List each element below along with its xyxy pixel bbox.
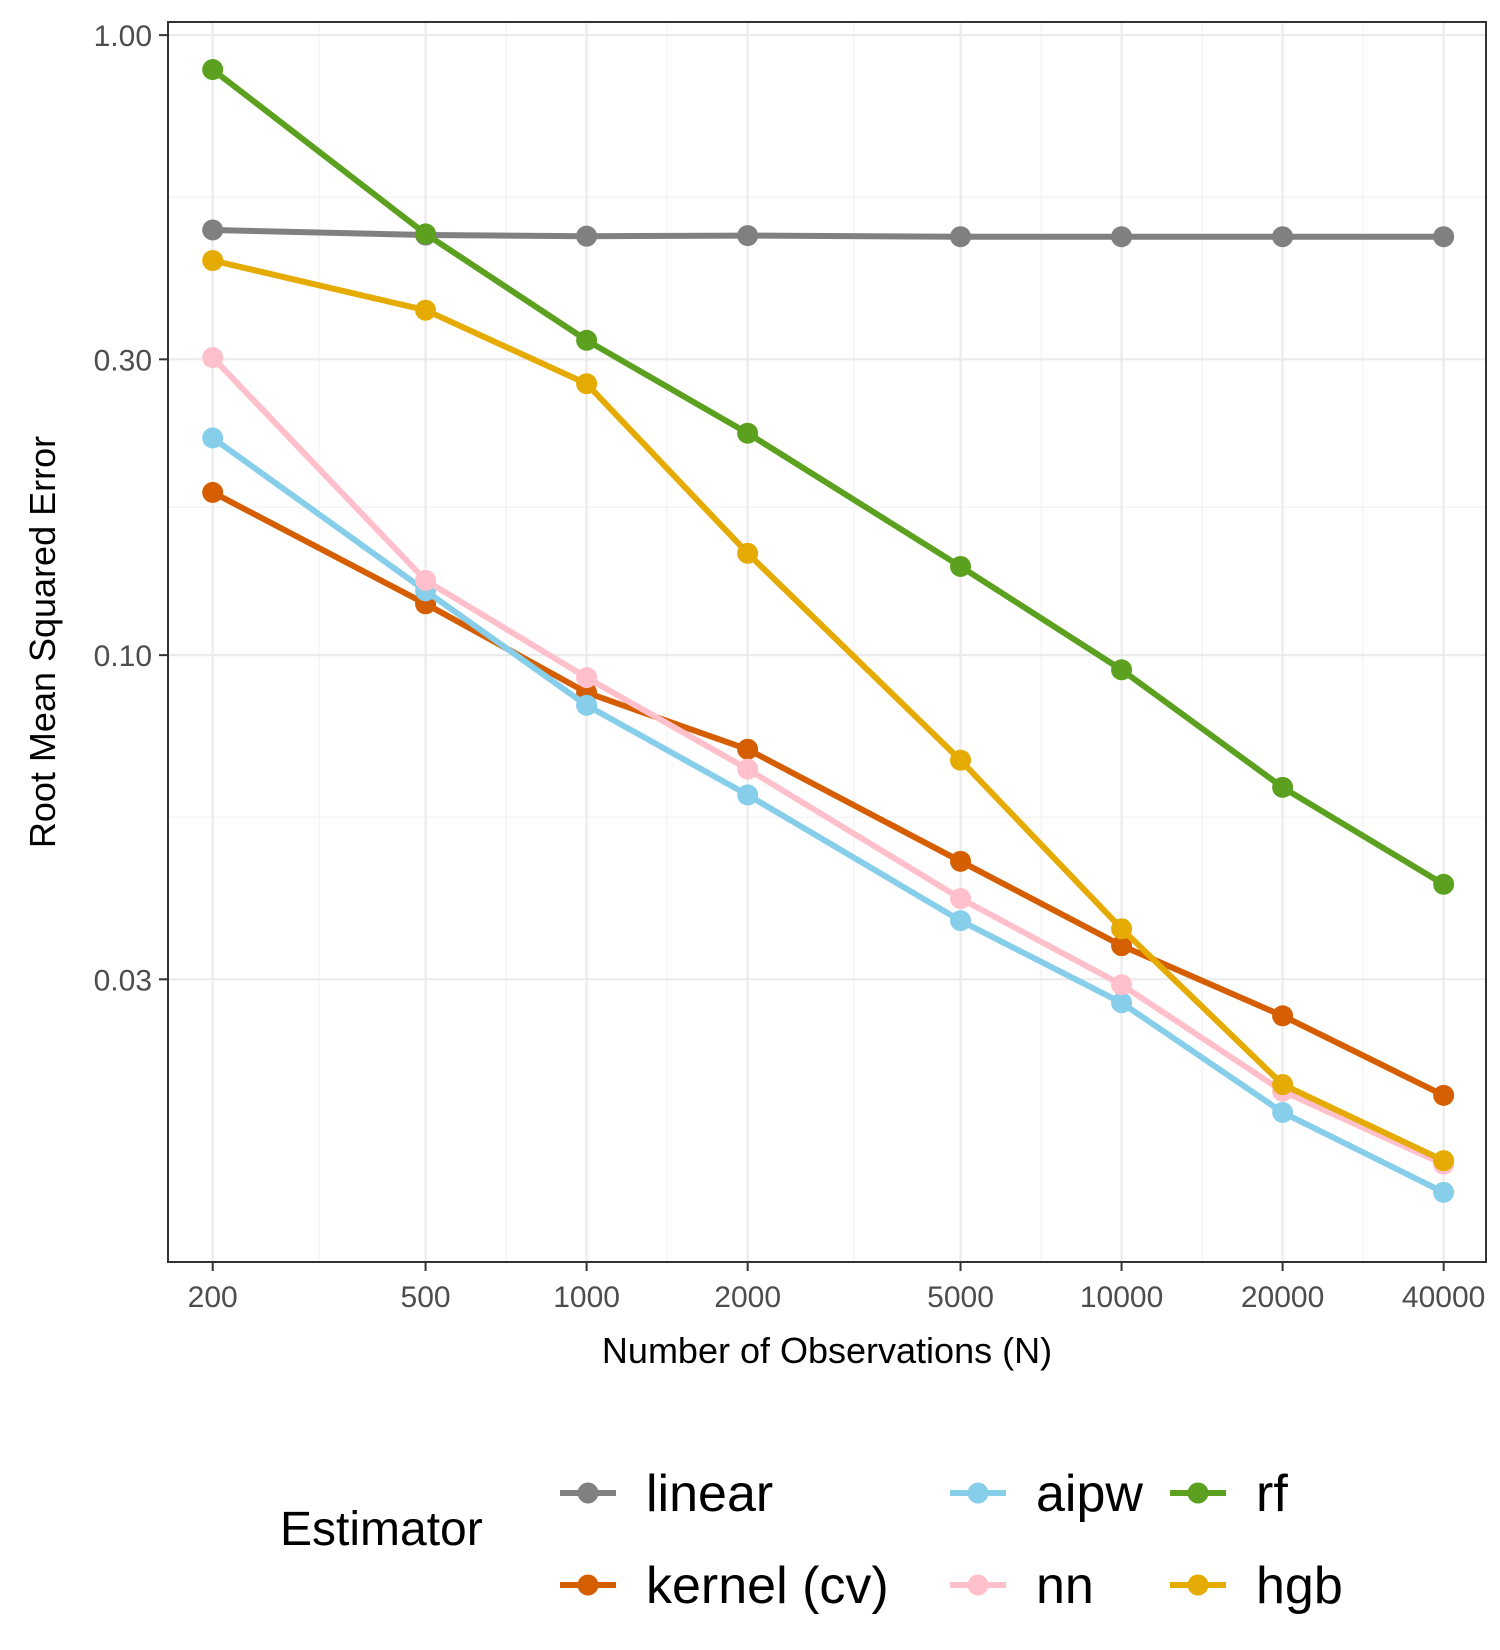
y-tick-label: 0.03	[94, 964, 152, 997]
data-point-rf	[950, 555, 972, 577]
data-point-rf	[737, 422, 759, 444]
legend-items: linear kernel (cv) aipw nn rf hgb	[560, 1465, 1343, 1615]
y-tick-label: 0.30	[94, 344, 152, 377]
plot-panel-border	[167, 21, 1487, 1263]
x-tick-label: 2000	[714, 1281, 781, 1314]
data-point-kernel-cv	[1272, 1005, 1294, 1027]
legend-label: hgb	[1256, 1557, 1343, 1615]
data-point-nn	[950, 888, 972, 910]
data-point-aipw	[576, 694, 598, 716]
data-point-aipw	[1433, 1181, 1455, 1203]
data-point-rf	[1111, 659, 1133, 681]
series-line-hgb	[209, 257, 1447, 1164]
data-point-rf	[415, 223, 437, 245]
data-point-rf	[1433, 873, 1455, 895]
legend-item-rf: rf	[1170, 1465, 1288, 1523]
legend-key-point	[577, 1574, 599, 1596]
data-point-hgb	[415, 299, 437, 321]
x-tick-label: 200	[188, 1281, 238, 1314]
legend-label: aipw	[1036, 1465, 1143, 1523]
x-tick-label: 20000	[1241, 1281, 1324, 1314]
data-point-linear	[576, 225, 598, 247]
data-point-hgb	[1272, 1073, 1294, 1095]
data-point-nn	[202, 347, 224, 369]
data-point-kernel-cv	[1433, 1084, 1455, 1106]
legend-label: nn	[1036, 1557, 1094, 1615]
data-point-nn	[737, 758, 759, 780]
legend: Estimator linear kernel (cv) aipw nn rf hgb	[280, 1465, 1343, 1615]
data-point-nn	[1111, 974, 1133, 996]
legend-key-point	[577, 1482, 599, 1504]
data-point-aipw	[1272, 1101, 1294, 1123]
data-point-hgb	[576, 373, 598, 395]
y-tick-labels: 0.03 0.10 0.30 1.00	[94, 20, 152, 997]
x-tick-label: 1000	[553, 1281, 620, 1314]
data-point-linear	[1433, 226, 1455, 248]
legend-label: kernel (cv)	[646, 1557, 889, 1615]
series-hgb	[202, 250, 1455, 1172]
data-point-hgb	[737, 542, 759, 564]
legend-item-linear: linear	[560, 1465, 773, 1523]
legend-key-point	[1187, 1574, 1209, 1596]
data-point-rf	[202, 59, 224, 81]
data-point-linear	[1111, 226, 1133, 248]
legend-key-point	[967, 1574, 989, 1596]
x-tick-label: 5000	[927, 1281, 994, 1314]
data-point-kernel-cv	[202, 481, 224, 503]
y-axis-title: Root Mean Squared Error	[22, 436, 63, 848]
data-point-rf	[1272, 776, 1294, 798]
data-point-hgb	[1433, 1150, 1455, 1172]
series-aipw	[202, 427, 1455, 1203]
data-point-aipw	[737, 784, 759, 806]
plot-panel-background	[168, 22, 1486, 1262]
data-point-hgb	[1111, 918, 1133, 940]
y-tick-label: 1.00	[94, 20, 152, 53]
series-line-aipw	[209, 435, 1447, 1196]
data-point-linear	[950, 226, 972, 248]
x-tick-labels: 200 500 1000 2000 5000 10000 20000 40000	[188, 1281, 1486, 1314]
data-point-linear	[202, 219, 224, 241]
legend-item-hgb: hgb	[1170, 1557, 1343, 1615]
y-tick-label: 0.10	[94, 640, 152, 673]
data-point-aipw	[950, 910, 972, 932]
series-line-rf	[209, 66, 1447, 888]
x-axis-title: Number of Observations (N)	[602, 1330, 1052, 1371]
data-point-hgb	[950, 749, 972, 771]
data-point-kernel-cv	[1111, 935, 1133, 957]
legend-label: rf	[1256, 1465, 1288, 1523]
data-point-nn	[415, 569, 437, 591]
data-point-aipw	[1111, 992, 1133, 1014]
legend-item-nn: nn	[950, 1557, 1094, 1615]
data-point-linear	[1272, 226, 1294, 248]
legend-key-point	[967, 1482, 989, 1504]
series-rf	[202, 59, 1455, 895]
axis-ticks	[159, 34, 1445, 1271]
legend-key-point	[1187, 1482, 1209, 1504]
data-point-hgb	[202, 250, 224, 272]
legend-title: Estimator	[280, 1503, 483, 1556]
series-line-linear	[209, 227, 1447, 240]
data-point-rf	[576, 329, 598, 351]
data-point-aipw	[202, 427, 224, 449]
x-tick-label: 500	[401, 1281, 451, 1314]
legend-label: linear	[646, 1465, 773, 1523]
x-tick-label: 40000	[1402, 1281, 1485, 1314]
data-point-nn	[576, 667, 598, 689]
series-layer	[202, 59, 1455, 1203]
series-line-kernel-cv	[209, 489, 1447, 1099]
data-point-linear	[737, 225, 759, 247]
data-point-kernel-cv	[737, 738, 759, 760]
x-tick-label: 10000	[1080, 1281, 1163, 1314]
legend-item-aipw: aipw	[950, 1465, 1143, 1523]
legend-item-kernel-cv: kernel (cv)	[560, 1557, 889, 1615]
series-line-nn	[209, 354, 1447, 1168]
data-point-kernel-cv	[950, 850, 972, 872]
